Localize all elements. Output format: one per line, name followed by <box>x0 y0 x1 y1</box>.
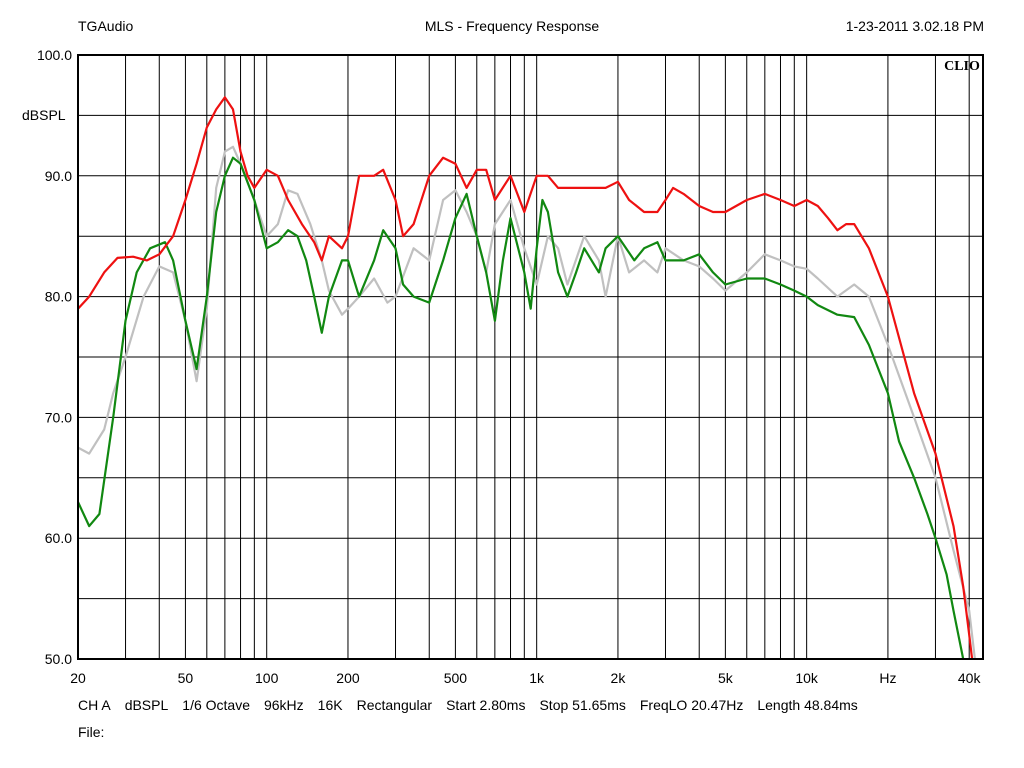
x-tick-label: 40k <box>958 670 982 686</box>
y-tick-labels: 100.0 90.0 80.0 70.0 60.0 50.0 <box>37 47 72 667</box>
frequency-response-chart: 100.0 90.0 80.0 70.0 60.0 50.0 20 50 100 200 500 1… <box>22 47 984 686</box>
y-tick-label: 50.0 <box>45 651 72 667</box>
x-tick-label: 50 <box>178 670 194 686</box>
param-item: 1/6 Octave <box>182 697 250 713</box>
param-item: FreqLO 20.47Hz <box>639 697 744 713</box>
param-item: Rectangular <box>356 697 433 713</box>
param-item: dBSPL <box>124 697 169 713</box>
x-tick-label: Hz <box>879 670 896 686</box>
param-item: CH A <box>78 697 111 713</box>
x-tick-label: 10k <box>795 670 819 686</box>
x-tick-labels: 20 50 100 200 500 1k 2k 5k 10k Hz 40k <box>70 670 981 686</box>
y-tick-label: 100.0 <box>37 47 72 63</box>
param-item: Length 48.84ms <box>757 697 858 713</box>
y-tick-label: 90.0 <box>45 168 72 184</box>
series-line-1 <box>77 156 965 660</box>
x-tick-label: 5k <box>718 670 734 686</box>
x-tick-label: 20 <box>70 670 86 686</box>
grid-lines <box>78 55 983 659</box>
clio-logo: CLIO <box>944 59 980 74</box>
x-tick-label: 200 <box>336 670 360 686</box>
file-label: File: <box>78 724 105 740</box>
param-item: Start 2.80ms <box>446 697 526 713</box>
x-tick-label: 500 <box>444 670 468 686</box>
param-item: 16K <box>317 697 343 713</box>
timestamp: 1-23-2011 3.02.18 PM <box>845 18 984 34</box>
y-tick-label: 80.0 <box>45 289 72 305</box>
series-lines <box>77 96 976 660</box>
x-tick-label: 1k <box>529 670 545 686</box>
measurement-params: CH A dBSPL 1/6 Octave 96kHz 16K Rectangular St… <box>78 697 872 713</box>
x-tick-label: 100 <box>255 670 279 686</box>
series-line-2 <box>77 96 974 660</box>
chart-title: MLS - Frequency Response <box>424 18 600 34</box>
brand-label: TGAudio <box>78 18 134 34</box>
y-tick-label: 60.0 <box>45 530 72 546</box>
param-item: 96kHz <box>263 697 304 713</box>
x-tick-label: 2k <box>611 670 627 686</box>
y-axis-label: dBSPL <box>22 107 66 123</box>
series-line-0 <box>77 145 976 660</box>
plot-frame <box>77 54 984 660</box>
y-tick-label: 70.0 <box>45 409 72 425</box>
param-item: Stop 51.65ms <box>539 697 626 713</box>
